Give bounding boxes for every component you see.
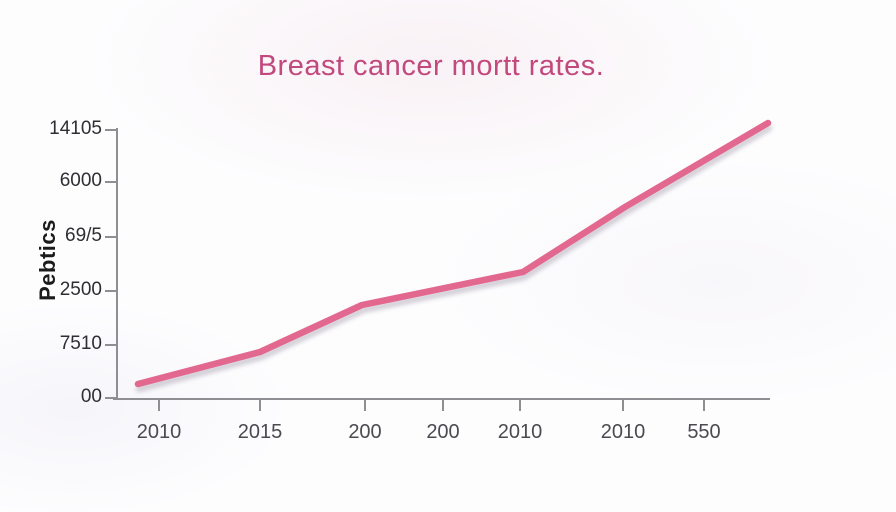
y-tick-label: 69/5 xyxy=(65,225,102,246)
y-tick-label: 2500 xyxy=(59,279,102,300)
x-tick-label: 2010 xyxy=(497,421,543,443)
y-tick-label: 14105 xyxy=(49,118,102,139)
x-tick-label: 2015 xyxy=(237,421,283,443)
x-tick-label: 200 xyxy=(426,421,460,443)
x-tick-label: 2010 xyxy=(600,421,646,443)
x-tick-label: 2010 xyxy=(136,421,182,443)
y-tick-label: 7510 xyxy=(59,333,102,354)
x-tick-label: 200 xyxy=(348,421,382,443)
chart-title: Breast cancer mortt rates. xyxy=(257,50,605,82)
y-tick-label: 6000 xyxy=(59,170,102,191)
y-tick-label: 00 xyxy=(80,386,102,407)
x-tick-label: 550 xyxy=(687,421,721,443)
data-line xyxy=(134,119,772,388)
